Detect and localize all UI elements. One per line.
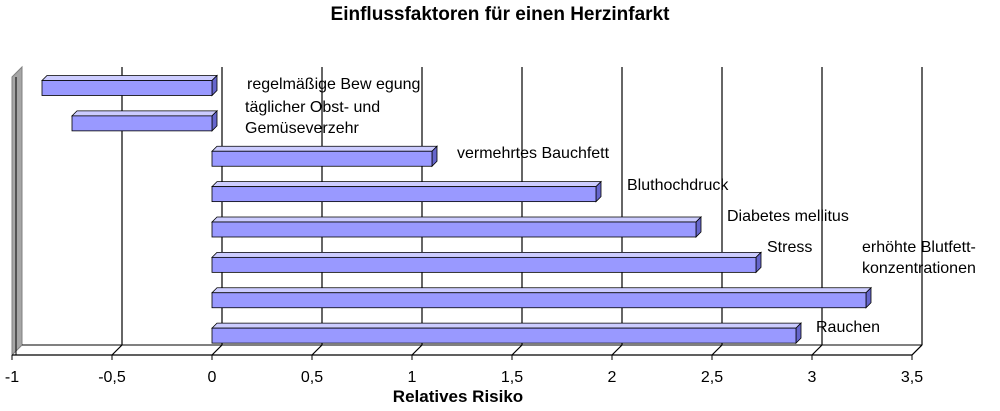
bar-top: [41, 75, 218, 81]
category-label: regelmäßige Bew egung: [247, 76, 420, 93]
category-label: vermehrtes Bauchfett: [457, 145, 610, 162]
bar: [211, 251, 762, 274]
bar-top: [71, 110, 218, 117]
x-tick-label: 2,5: [701, 369, 723, 386]
x-tick-label: -0,5: [98, 369, 126, 386]
bar: [41, 74, 218, 97]
bar-front: [71, 115, 213, 132]
gridline-depth: [211, 344, 223, 356]
bar-front: [211, 327, 797, 344]
gridline-depth: [811, 344, 823, 356]
x-tick-label: 0: [208, 369, 217, 386]
bar-top: [211, 216, 702, 223]
category-label: Stress: [767, 239, 812, 256]
x-tick-label: 0,5: [301, 369, 323, 386]
gridline-depth: [511, 344, 523, 356]
x-tick-label: 1,5: [501, 369, 523, 386]
bar: [211, 145, 438, 168]
x-axis-title: Relatives Risiko: [393, 387, 523, 406]
bar-front: [211, 150, 433, 167]
floor-right-edge: [911, 344, 923, 356]
bar-top: [211, 181, 602, 188]
chart-title: Einflussfaktoren für einen Herzinfarkt: [330, 4, 670, 25]
bar-top: [211, 287, 872, 294]
x-tick-label: 3: [808, 369, 817, 386]
bar-front: [211, 221, 697, 238]
bar: [211, 322, 802, 345]
gridline-depth: [611, 344, 623, 356]
category-label: täglicher Obst- und Gemüseverzehr: [245, 99, 380, 137]
bar-top: [211, 145, 438, 152]
gridline-depth: [711, 344, 723, 356]
category-label: Diabetes mellitus: [727, 208, 849, 225]
x-tick-label: 2: [608, 369, 617, 386]
bar-front: [211, 256, 757, 273]
gridline-depth: [311, 344, 323, 356]
gridline-depth: [411, 344, 423, 356]
x-tick-label: 1: [408, 369, 417, 386]
x-tick-label: -1: [5, 369, 19, 386]
left-wall: [11, 65, 23, 357]
bar: [211, 286, 872, 309]
bar-top: [211, 251, 762, 258]
bar-front: [211, 186, 597, 203]
category-label: erhöhte Blutfett-konzentrationen: [862, 239, 976, 277]
gridline-depth: [111, 344, 123, 356]
bar-front: [211, 292, 867, 309]
category-label: Rauchen: [816, 319, 880, 336]
bar: [211, 180, 602, 203]
bar: [71, 109, 218, 132]
category-label: Bluthochdruck: [627, 177, 729, 194]
bar-top: [211, 322, 802, 329]
bar: [211, 216, 702, 238]
bar-front: [41, 80, 213, 96]
x-tick-label: 3,5: [901, 369, 923, 386]
